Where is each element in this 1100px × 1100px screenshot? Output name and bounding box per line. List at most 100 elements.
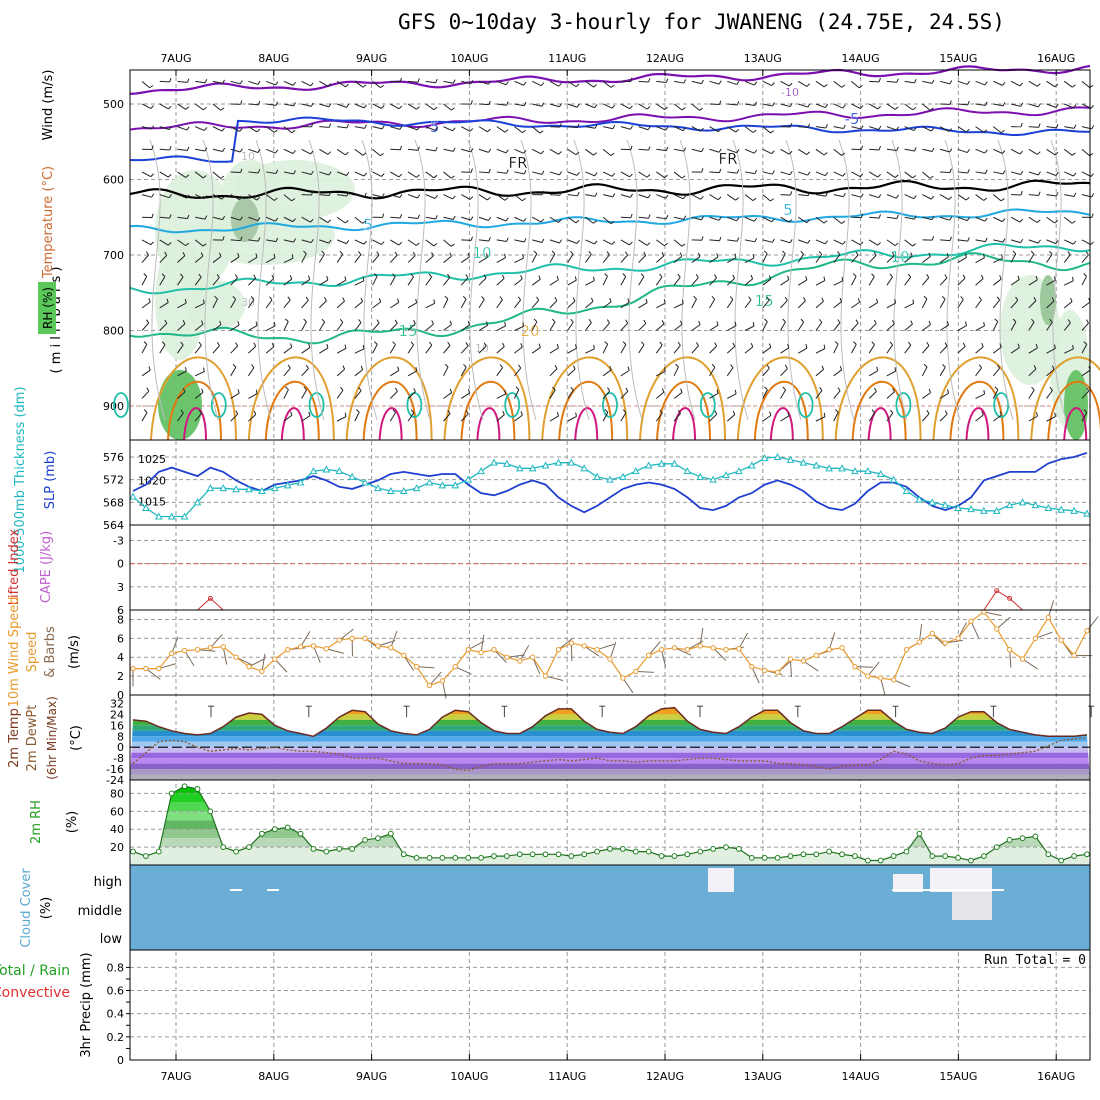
wind-barb-feather (364, 124, 367, 129)
wind-barb (301, 415, 311, 422)
wind-barb (549, 194, 560, 196)
wind-barb-feather (143, 341, 148, 345)
wind-barb-feather (204, 79, 208, 84)
wind-barb-feather (575, 412, 577, 417)
wind-barb (567, 239, 578, 244)
wind-barb-feather (221, 195, 225, 200)
thickness-marker (709, 475, 717, 483)
isotherm-label: -5 (425, 118, 440, 136)
wind-barb (531, 347, 541, 354)
day-label-top: 12AUG (646, 52, 684, 65)
wind-barb-feather (664, 106, 668, 110)
rh-marker (864, 857, 871, 864)
wind-barb-feather (806, 219, 810, 224)
wind-barb-feather (222, 236, 225, 241)
wind-barb (868, 239, 878, 246)
wind-barb-feather (327, 151, 332, 155)
wind-barb-feather (431, 252, 434, 257)
wind-barb (549, 216, 559, 223)
wind-barb-feather (273, 197, 278, 201)
wind-barb (833, 171, 843, 177)
minmax-label: (6hr Min/Max) (45, 696, 59, 780)
wind-barb-feather (465, 410, 469, 415)
wind-barb-feather (381, 125, 385, 130)
wind-barb-feather (150, 105, 154, 109)
wind-barb-feather (627, 298, 630, 303)
wind-barb-feather (399, 214, 403, 219)
wind-barb-feather (577, 123, 580, 128)
wind-barb-feather (410, 409, 415, 414)
wind10-barb (1009, 649, 1012, 668)
wind-barb-feather (275, 169, 279, 174)
wind-barb-feather (611, 104, 616, 109)
wind-barb-feather (346, 172, 350, 176)
wind-barb-feather (1090, 241, 1094, 245)
wind-barb-feather (559, 171, 563, 176)
wind-barb (727, 216, 737, 222)
rh-marker (968, 857, 974, 864)
wind-barb (744, 278, 754, 286)
wind-barb-feather (363, 240, 367, 245)
wind-barb (177, 80, 188, 83)
wind-barb (318, 253, 325, 263)
wind-barb (1046, 103, 1057, 108)
day-label-bottom: 16AUG (1037, 1070, 1075, 1083)
wind-barb-feather (324, 297, 327, 302)
wind-barb (443, 216, 454, 220)
wind-barb (248, 80, 259, 85)
wind-barb (1046, 126, 1057, 129)
wind-barb-feather (164, 251, 168, 256)
wind-barb-feather (145, 251, 149, 256)
wind-barb (301, 239, 312, 244)
isotherm-30-arch (965, 407, 990, 441)
wind-barb (975, 80, 986, 86)
wind-barb-feather (520, 343, 523, 348)
thickness-tick-label: 568 (103, 496, 124, 509)
day-label-top: 8AUG (258, 52, 289, 65)
temperature-axis-label: Temperature (°C) (41, 166, 56, 279)
wind-barb (496, 278, 505, 286)
wind-barb-feather (789, 102, 793, 107)
wind-barb-feather (150, 241, 154, 246)
wind10-barb (1035, 631, 1053, 639)
wind-barb-feather (647, 126, 651, 130)
wind-barb-feather (807, 239, 811, 244)
wind-barb (514, 325, 524, 331)
wind10-marker (1045, 614, 1052, 621)
wind-barb-feather (416, 106, 420, 110)
wind10-barb (313, 645, 321, 663)
day-label-bottom: 13AUG (744, 1070, 782, 1083)
rh-marker (1084, 851, 1090, 858)
wind-barb (514, 414, 523, 422)
wind-barb (549, 171, 560, 176)
wind-barb (212, 194, 223, 200)
wind-barb (744, 257, 755, 263)
wind-barb (709, 345, 717, 354)
wind-barb (1046, 148, 1056, 156)
rh-marker (697, 848, 704, 855)
isotherm-15 (129, 252, 1091, 345)
wind10-marker (297, 644, 304, 650)
wind-barb-feather (782, 250, 786, 255)
wind-barb (922, 194, 932, 200)
wind-barb-feather (558, 219, 562, 223)
wind-barb (886, 194, 897, 199)
wind-barb (354, 80, 364, 88)
wind-barb (975, 171, 986, 174)
wind-barb-feather (787, 411, 790, 416)
wind10-barb (751, 666, 760, 684)
wind-barb-feather (1036, 219, 1041, 223)
wind-barb-feather (161, 273, 166, 277)
wind-barb-feather (1073, 124, 1077, 129)
wind-barb (265, 80, 276, 86)
wind-barb (673, 345, 681, 354)
wind-barb-feather (289, 275, 293, 280)
wind-barb-feather (768, 343, 772, 348)
wind-barb-feather (275, 237, 279, 242)
isotherm-label: 10 (475, 342, 489, 355)
isotherm-20-arch (639, 356, 726, 441)
wind-barb (727, 239, 738, 242)
wind-barb (1081, 412, 1088, 422)
wind-barb-feather (255, 321, 258, 326)
wind-barb (496, 216, 507, 222)
